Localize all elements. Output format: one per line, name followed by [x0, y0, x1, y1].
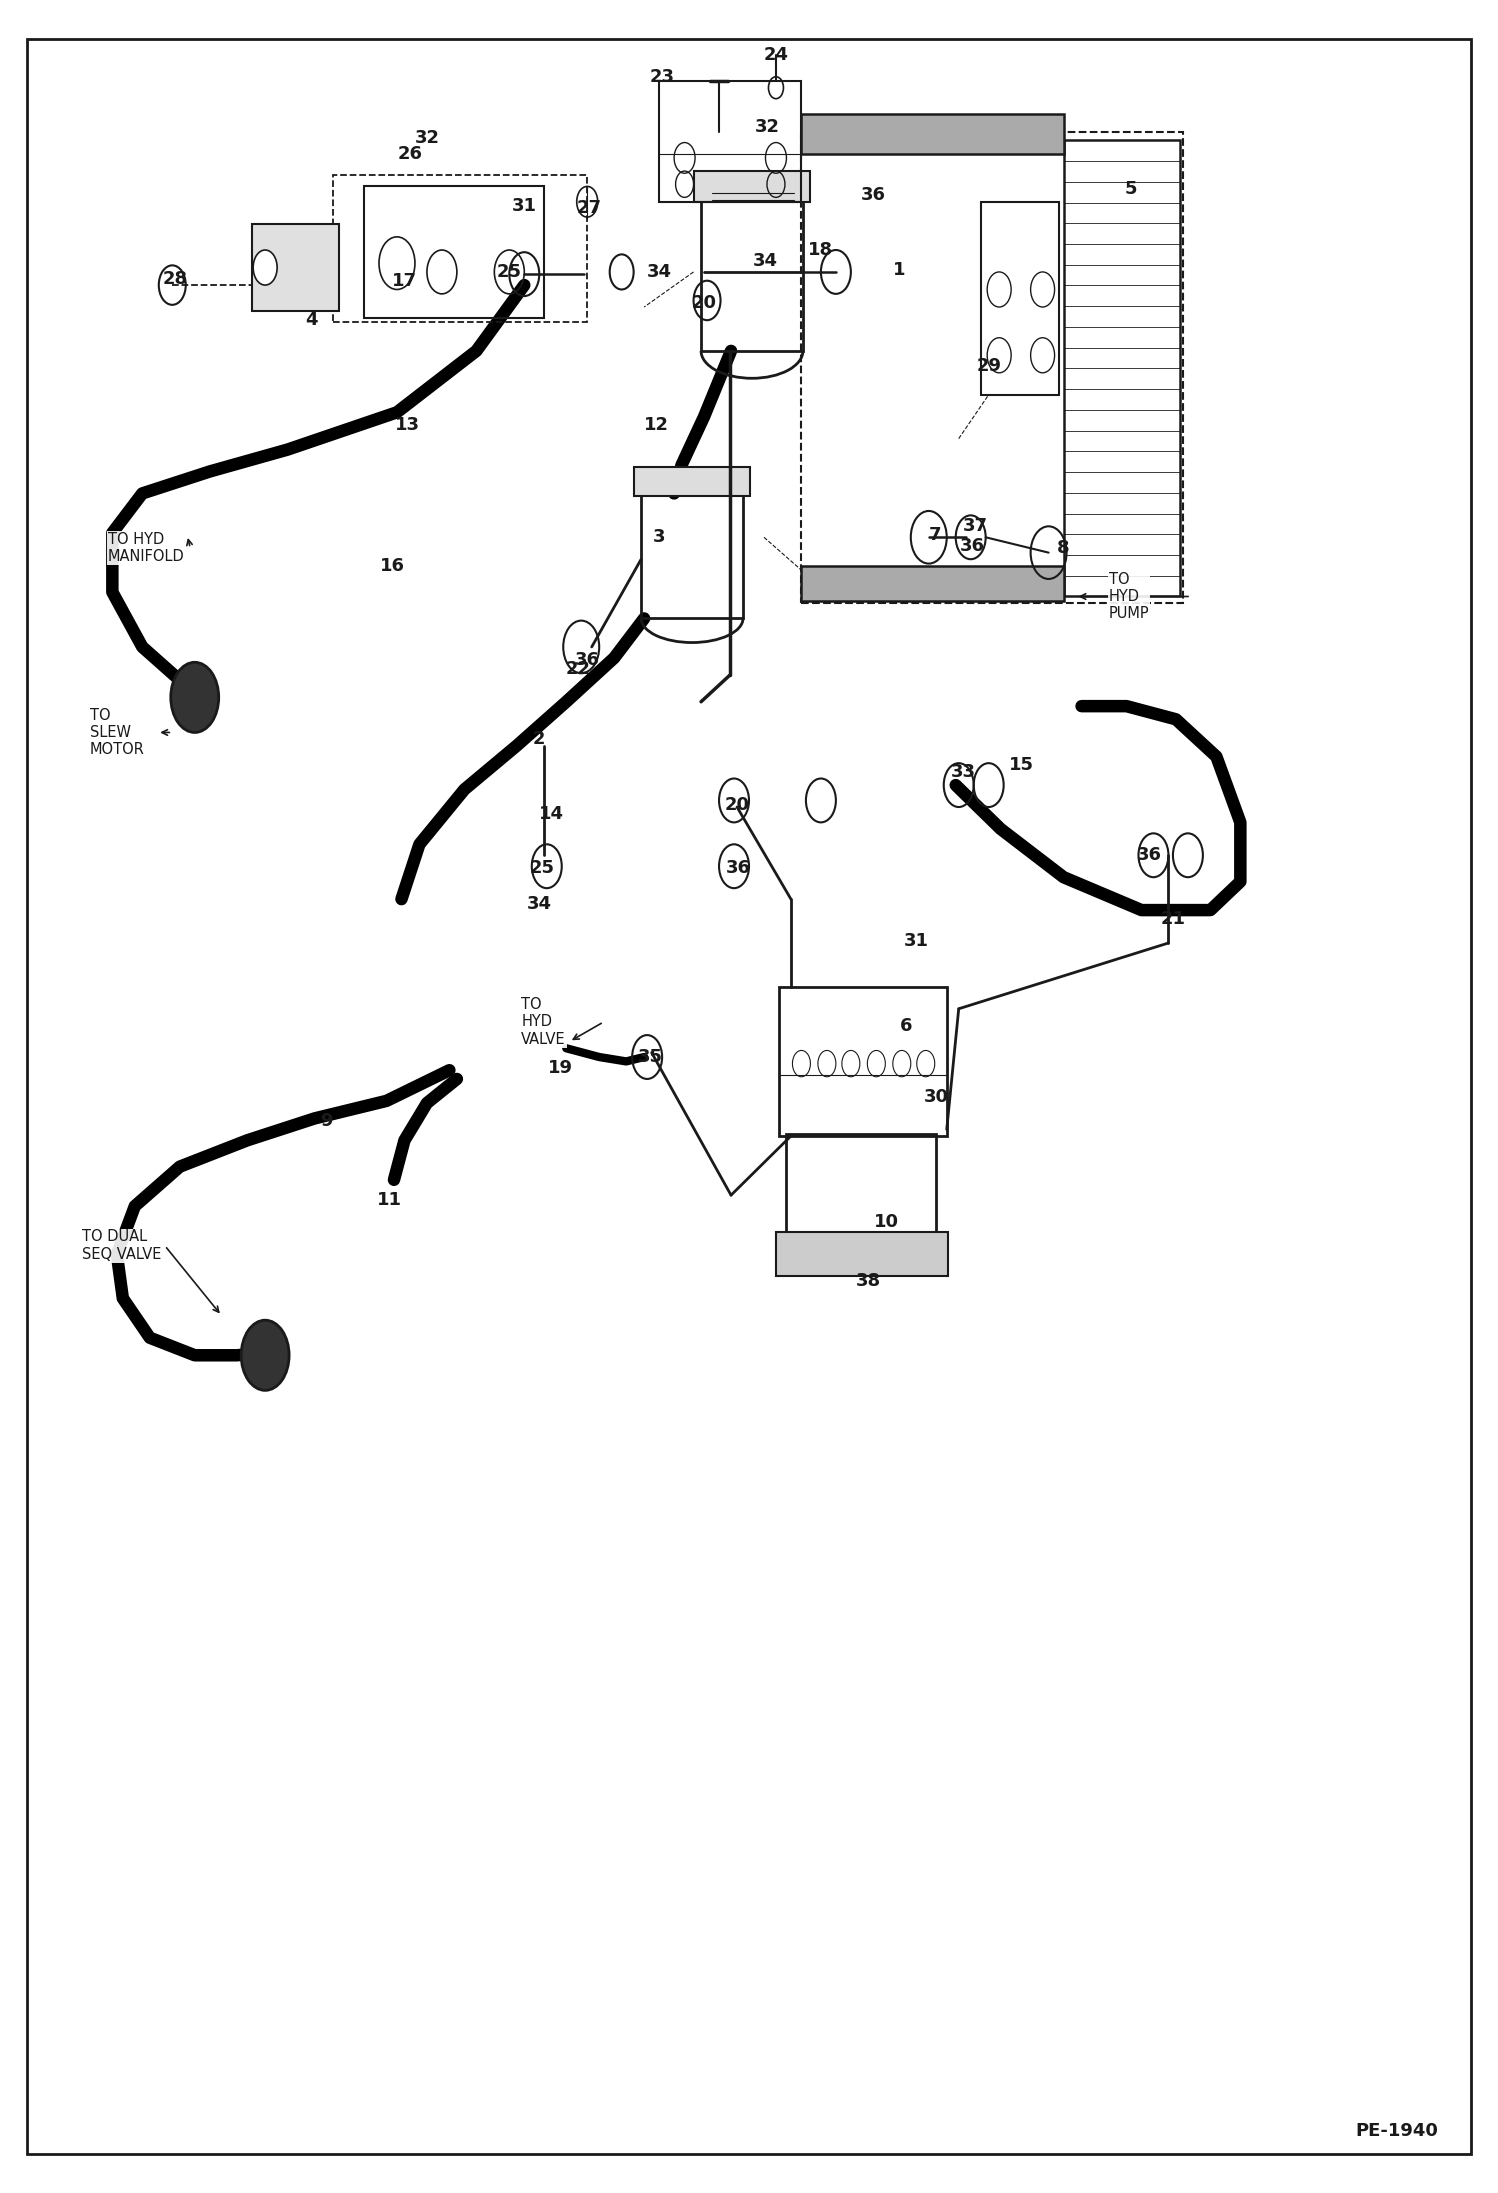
Bar — [801, 114, 1064, 154]
Bar — [634, 467, 750, 496]
Text: TO HYD
MANIFOLD: TO HYD MANIFOLD — [108, 533, 184, 564]
Bar — [641, 487, 743, 618]
Text: 36: 36 — [1137, 846, 1161, 864]
Bar — [801, 132, 1183, 603]
Text: 21: 21 — [1161, 910, 1185, 928]
Text: 34: 34 — [527, 895, 551, 912]
Text: 5: 5 — [1125, 180, 1137, 197]
Text: TO
HYD
PUMP: TO HYD PUMP — [1109, 572, 1149, 621]
Bar — [701, 193, 803, 351]
Text: 2: 2 — [533, 730, 545, 748]
Circle shape — [253, 250, 277, 285]
Text: TO
HYD
VALVE: TO HYD VALVE — [521, 998, 566, 1046]
Text: 7: 7 — [929, 526, 941, 544]
Text: TO
SLEW
MOTOR: TO SLEW MOTOR — [90, 708, 145, 757]
Text: 31: 31 — [905, 932, 929, 950]
Text: 28: 28 — [163, 270, 187, 287]
Text: 14: 14 — [539, 805, 563, 822]
Text: 15: 15 — [1010, 757, 1034, 774]
Text: 3: 3 — [653, 529, 665, 546]
Text: 4: 4 — [306, 311, 318, 329]
Text: 1: 1 — [893, 261, 905, 279]
Text: 38: 38 — [857, 1272, 881, 1289]
Bar — [801, 566, 1064, 601]
Bar — [333, 175, 587, 322]
Text: 11: 11 — [377, 1191, 401, 1208]
Text: 36: 36 — [727, 860, 750, 877]
Text: 25: 25 — [497, 263, 521, 281]
Text: 8: 8 — [1058, 539, 1070, 557]
Bar — [364, 186, 544, 318]
Bar — [776, 1232, 948, 1276]
Text: 37: 37 — [963, 518, 987, 535]
Text: 10: 10 — [875, 1213, 899, 1230]
Text: 24: 24 — [764, 46, 788, 64]
Bar — [694, 171, 810, 202]
Text: 36: 36 — [575, 651, 599, 669]
Text: 17: 17 — [392, 272, 416, 289]
Bar — [786, 1134, 936, 1239]
Text: 32: 32 — [415, 129, 439, 147]
Text: 16: 16 — [380, 557, 404, 575]
Text: 25: 25 — [530, 860, 554, 877]
Circle shape — [171, 662, 219, 732]
Bar — [981, 202, 1059, 395]
Circle shape — [241, 1320, 289, 1390]
Text: 6: 6 — [900, 1018, 912, 1035]
Bar — [1064, 140, 1180, 596]
Text: 30: 30 — [924, 1088, 948, 1105]
Text: 26: 26 — [398, 145, 422, 162]
Text: 35: 35 — [638, 1048, 662, 1066]
Text: 31: 31 — [512, 197, 536, 215]
Text: 12: 12 — [644, 417, 668, 434]
Text: 20: 20 — [692, 294, 716, 311]
Text: 36: 36 — [861, 186, 885, 204]
Text: 34: 34 — [647, 263, 671, 281]
Text: 33: 33 — [951, 763, 975, 781]
Text: 13: 13 — [395, 417, 419, 434]
Bar — [779, 987, 947, 1136]
Text: 32: 32 — [755, 118, 779, 136]
Text: 23: 23 — [650, 68, 674, 86]
Text: 19: 19 — [548, 1059, 572, 1077]
Bar — [252, 224, 339, 311]
Text: 20: 20 — [725, 796, 749, 814]
Text: TO DUAL
SEQ VALVE: TO DUAL SEQ VALVE — [82, 1230, 162, 1261]
Text: 9: 9 — [321, 1112, 333, 1129]
Text: 34: 34 — [753, 252, 777, 270]
Text: 36: 36 — [960, 537, 984, 555]
Text: PE-1940: PE-1940 — [1356, 2123, 1438, 2140]
Text: 27: 27 — [577, 200, 601, 217]
Text: 18: 18 — [809, 241, 833, 259]
Bar — [659, 81, 801, 202]
Text: 22: 22 — [566, 660, 590, 678]
Text: 29: 29 — [977, 357, 1001, 375]
